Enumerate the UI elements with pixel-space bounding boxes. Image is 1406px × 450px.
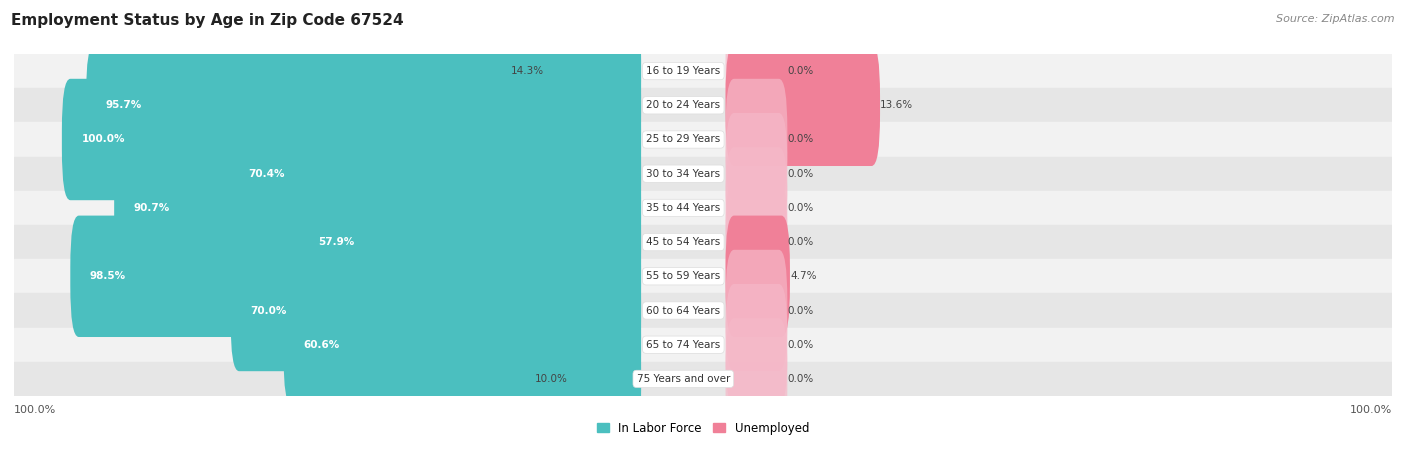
Text: 0.0%: 0.0% — [787, 169, 814, 179]
Bar — [14, 191, 1392, 225]
Text: 25 to 29 Years: 25 to 29 Years — [647, 135, 720, 144]
FancyBboxPatch shape — [114, 147, 641, 269]
Bar — [14, 225, 1392, 259]
FancyBboxPatch shape — [725, 45, 880, 166]
Bar — [14, 259, 1392, 293]
FancyBboxPatch shape — [725, 284, 787, 405]
FancyBboxPatch shape — [70, 216, 641, 337]
Text: 0.0%: 0.0% — [787, 203, 814, 213]
Text: 100.0%: 100.0% — [82, 135, 125, 144]
FancyBboxPatch shape — [725, 181, 787, 303]
Text: 57.9%: 57.9% — [318, 237, 354, 247]
Text: 45 to 54 Years: 45 to 54 Years — [647, 237, 720, 247]
Bar — [14, 362, 1392, 396]
Text: 13.6%: 13.6% — [880, 100, 912, 110]
FancyBboxPatch shape — [725, 147, 787, 269]
FancyBboxPatch shape — [725, 10, 787, 132]
Text: 14.3%: 14.3% — [510, 66, 544, 76]
Text: 70.4%: 70.4% — [247, 169, 284, 179]
Text: 0.0%: 0.0% — [787, 66, 814, 76]
Text: 0.0%: 0.0% — [787, 374, 814, 384]
Text: 98.5%: 98.5% — [90, 271, 127, 281]
Text: 100.0%: 100.0% — [1350, 405, 1392, 414]
FancyBboxPatch shape — [298, 181, 641, 303]
Text: 100.0%: 100.0% — [14, 405, 56, 414]
Text: 20 to 24 Years: 20 to 24 Years — [647, 100, 720, 110]
Text: 0.0%: 0.0% — [787, 306, 814, 315]
Bar — [14, 157, 1392, 191]
FancyBboxPatch shape — [725, 318, 787, 440]
Bar — [14, 293, 1392, 328]
FancyBboxPatch shape — [544, 10, 641, 132]
Bar — [14, 54, 1392, 88]
Text: 70.0%: 70.0% — [250, 306, 287, 315]
FancyBboxPatch shape — [725, 250, 787, 371]
Bar — [14, 88, 1392, 122]
FancyBboxPatch shape — [568, 318, 641, 440]
Text: 16 to 19 Years: 16 to 19 Years — [647, 66, 720, 76]
Text: 0.0%: 0.0% — [787, 135, 814, 144]
Text: 0.0%: 0.0% — [787, 340, 814, 350]
FancyBboxPatch shape — [725, 113, 787, 234]
Bar — [14, 328, 1392, 362]
Text: Source: ZipAtlas.com: Source: ZipAtlas.com — [1277, 14, 1395, 23]
FancyBboxPatch shape — [284, 284, 641, 405]
Text: 0.0%: 0.0% — [787, 237, 814, 247]
FancyBboxPatch shape — [725, 79, 787, 200]
Text: 4.7%: 4.7% — [790, 271, 817, 281]
FancyBboxPatch shape — [725, 216, 790, 337]
FancyBboxPatch shape — [228, 113, 641, 234]
Text: 95.7%: 95.7% — [105, 100, 142, 110]
Text: Employment Status by Age in Zip Code 67524: Employment Status by Age in Zip Code 675… — [11, 14, 404, 28]
FancyBboxPatch shape — [231, 250, 641, 371]
Bar — [14, 122, 1392, 157]
Text: 90.7%: 90.7% — [134, 203, 170, 213]
Text: 30 to 34 Years: 30 to 34 Years — [647, 169, 720, 179]
Text: 60 to 64 Years: 60 to 64 Years — [647, 306, 720, 315]
Text: 75 Years and over: 75 Years and over — [637, 374, 730, 384]
FancyBboxPatch shape — [86, 45, 641, 166]
Text: 35 to 44 Years: 35 to 44 Years — [647, 203, 720, 213]
FancyBboxPatch shape — [62, 79, 641, 200]
Text: 55 to 59 Years: 55 to 59 Years — [647, 271, 720, 281]
Text: 65 to 74 Years: 65 to 74 Years — [647, 340, 720, 350]
Text: 10.0%: 10.0% — [536, 374, 568, 384]
Legend: In Labor Force, Unemployed: In Labor Force, Unemployed — [598, 422, 808, 435]
Text: 60.6%: 60.6% — [304, 340, 339, 350]
